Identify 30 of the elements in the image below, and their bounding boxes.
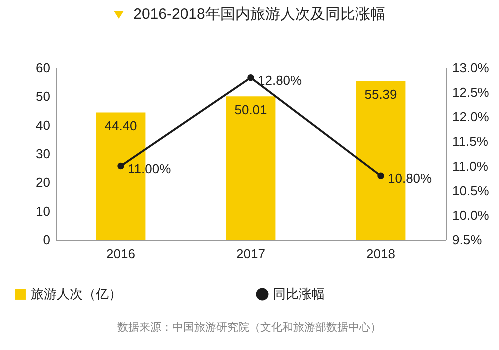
point: [118, 162, 124, 170]
legend-label: 旅游人次（亿）: [31, 286, 122, 302]
source-note: 数据来源：中国旅游研究院（文化和旅游部数据中心）: [116, 320, 382, 335]
data-label: 44.40: [104, 118, 138, 134]
y2-tick-label: 10.0%: [452, 208, 490, 223]
y-tick-label: 30: [36, 146, 50, 162]
legend-label: 同比涨幅: [273, 286, 325, 302]
y2-tick-label: 13.0%: [452, 60, 490, 76]
point: [378, 172, 384, 180]
y2-tick-label: 11.0%: [452, 158, 489, 174]
x-tick-label: 2017: [236, 246, 266, 262]
y-tick-label: 0: [43, 232, 50, 248]
y2-tick-label: 9.5%: [452, 232, 483, 248]
y2-tick-label: 12.0%: [452, 110, 490, 125]
y-tick-label: 50: [36, 89, 50, 104]
x-tick-label: 2018: [366, 246, 396, 262]
chart-title: 2016-2018年国内旅游人次及同比涨幅: [134, 6, 386, 23]
point: [248, 74, 254, 82]
data-label: 55.39: [364, 87, 398, 102]
data-label: 12.80%: [258, 72, 303, 88]
y-tick-label: 20: [36, 175, 50, 190]
y-tick-label: 60: [36, 60, 50, 76]
y2-tick-label: 11.5%: [452, 134, 489, 150]
y2-tick-label: 12.5%: [452, 85, 490, 100]
bar: [226, 96, 276, 240]
x-tick-label: 2016: [106, 246, 136, 262]
data-label: 50.01: [234, 102, 268, 118]
y2-tick-label: 10.5%: [452, 183, 490, 198]
y-tick-label: 10: [36, 204, 50, 219]
y-tick-label: 40: [36, 118, 50, 133]
